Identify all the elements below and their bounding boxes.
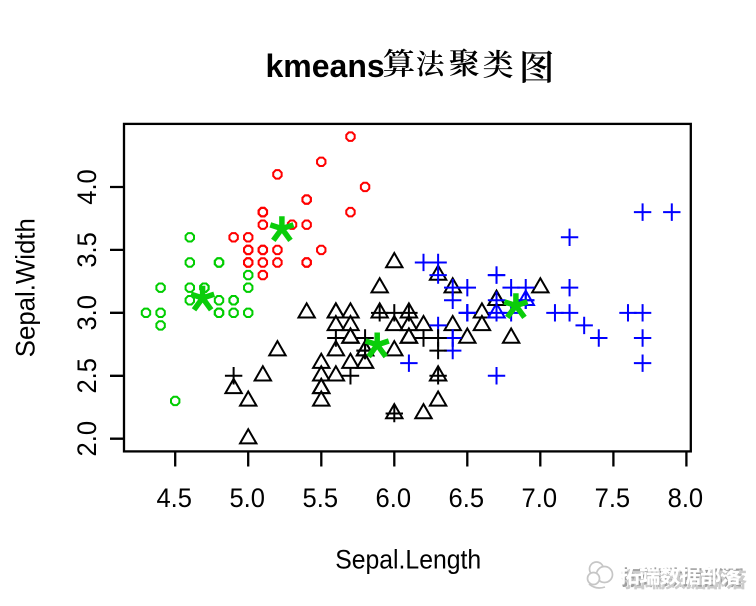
svg-text:5.5: 5.5 <box>303 483 339 513</box>
svg-text:4.0: 4.0 <box>72 169 102 205</box>
svg-text:4.5: 4.5 <box>156 483 192 513</box>
svg-text:6.0: 6.0 <box>376 483 412 513</box>
svg-text:6.5: 6.5 <box>449 483 485 513</box>
svg-text:2.0: 2.0 <box>72 421 102 457</box>
svg-text:5.0: 5.0 <box>229 483 265 513</box>
svg-text:kmeans: kmeans <box>266 48 385 84</box>
svg-text:Sepal.Length: Sepal.Length <box>335 545 481 575</box>
svg-text:3.0: 3.0 <box>72 295 102 331</box>
svg-text:2.5: 2.5 <box>72 358 102 394</box>
svg-text:3.5: 3.5 <box>72 232 102 268</box>
svg-text:Sepal.Width: Sepal.Width <box>11 218 41 357</box>
svg-text:8.0: 8.0 <box>668 483 704 513</box>
svg-text:7.0: 7.0 <box>522 483 558 513</box>
svg-text:7.5: 7.5 <box>595 483 631 513</box>
